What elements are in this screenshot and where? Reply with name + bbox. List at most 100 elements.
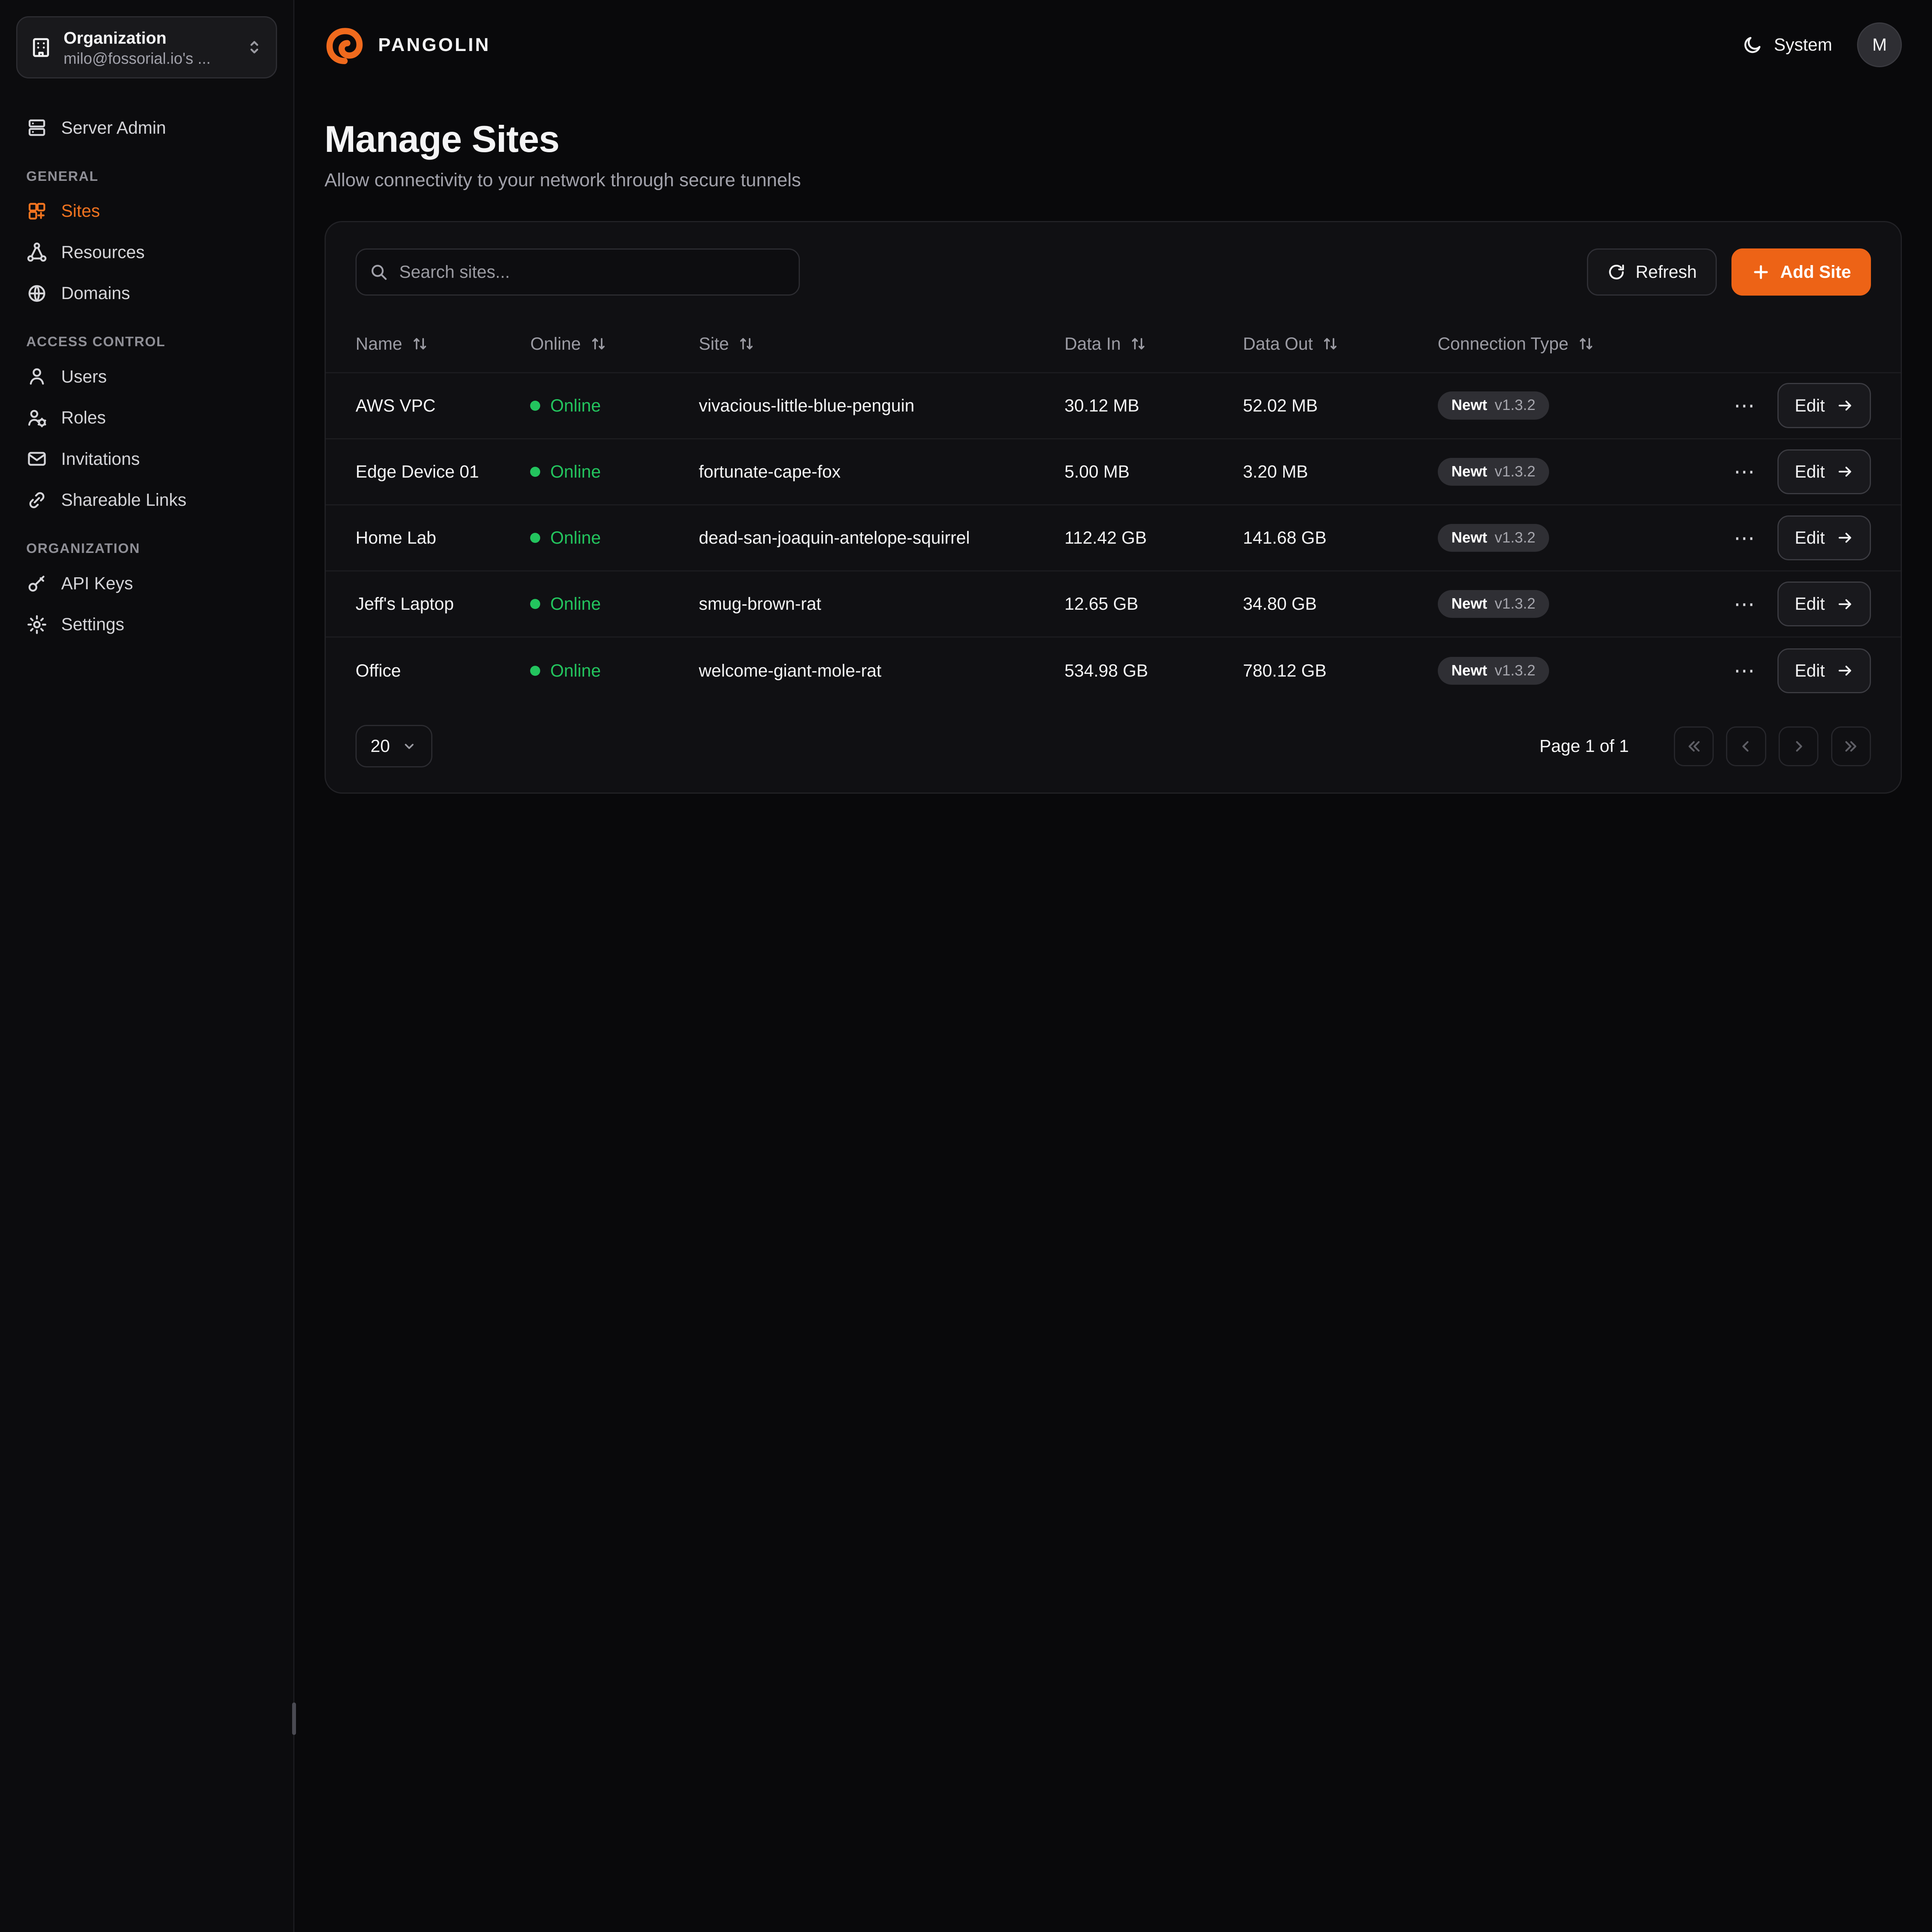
- sidebar: Organization milo@fossorial.io's ...: [0, 0, 294, 1932]
- chevron-left-icon: [1737, 738, 1755, 755]
- online-dot-icon: [530, 467, 540, 477]
- sidebar-item-label: Domains: [61, 283, 130, 304]
- online-label: Online: [550, 594, 601, 614]
- connection-type-badge: Newt v1.3.2: [1438, 458, 1549, 486]
- site-slug: dead-san-joaquin-antelope-squirrel: [699, 528, 1065, 548]
- sidebar-item-resources[interactable]: Resources: [16, 232, 277, 273]
- sidebar-item-server-admin[interactable]: Server Admin: [16, 107, 277, 149]
- row-menu-button[interactable]: ⋯: [1726, 655, 1764, 687]
- sidebar-item-api-keys[interactable]: API Keys: [16, 563, 277, 604]
- next-page-button[interactable]: [1779, 726, 1818, 766]
- column-header-data-in[interactable]: Data In: [1065, 334, 1243, 354]
- edit-button[interactable]: Edit: [1777, 449, 1871, 494]
- refresh-icon: [1607, 263, 1626, 281]
- sidebar-item-label: API Keys: [61, 573, 133, 594]
- site-status: Online: [530, 462, 699, 482]
- prev-page-button[interactable]: [1726, 726, 1766, 766]
- user-avatar-button[interactable]: M: [1857, 22, 1902, 67]
- sidebar-item-roles[interactable]: Roles: [16, 397, 277, 439]
- table-row: Edge Device 01 Online fortunate-cape-fox…: [326, 439, 1901, 505]
- edit-label: Edit: [1795, 396, 1825, 416]
- edit-label: Edit: [1795, 661, 1825, 681]
- sort-icon: [1129, 335, 1147, 352]
- row-menu-button[interactable]: ⋯: [1726, 390, 1764, 421]
- column-header-site[interactable]: Site: [699, 334, 1065, 354]
- resources-icon: [26, 242, 48, 263]
- sidebar-item-label: Users: [61, 366, 107, 387]
- first-page-button[interactable]: [1674, 726, 1714, 766]
- connection-type-label: Newt: [1451, 396, 1487, 415]
- section-heading-access-control: ACCESS CONTROL: [26, 334, 267, 350]
- user-icon: [26, 366, 48, 387]
- refresh-label: Refresh: [1636, 262, 1697, 282]
- arrow-right-icon: [1836, 463, 1854, 480]
- sidebar-item-label: Server Admin: [61, 117, 166, 138]
- building-icon: [30, 36, 52, 59]
- edit-label: Edit: [1795, 594, 1825, 614]
- connection-type-label: Newt: [1451, 662, 1487, 680]
- moon-icon: [1743, 35, 1763, 55]
- edit-button[interactable]: Edit: [1777, 515, 1871, 560]
- site-name: Home Lab: [355, 528, 530, 548]
- chevrons-right-icon: [1842, 738, 1860, 755]
- site-name: AWS VPC: [355, 396, 530, 416]
- sidebar-item-label: Invitations: [61, 449, 140, 469]
- column-header-online[interactable]: Online: [530, 334, 699, 354]
- row-menu-button[interactable]: ⋯: [1726, 588, 1764, 620]
- add-site-button[interactable]: Add Site: [1731, 248, 1871, 296]
- connection-version-label: v1.3.2: [1495, 396, 1536, 415]
- edit-label: Edit: [1795, 462, 1825, 482]
- connection-type-badge: Newt v1.3.2: [1438, 657, 1549, 685]
- search-input[interactable]: [355, 248, 800, 296]
- site-name: Office: [355, 661, 530, 681]
- data-in-value: 30.12 MB: [1065, 396, 1243, 416]
- sites-toolbar: Refresh Add Site: [326, 222, 1901, 316]
- data-out-value: 52.02 MB: [1243, 396, 1438, 416]
- brand-logo-link[interactable]: PANGOLIN: [325, 24, 491, 66]
- link-icon: [26, 490, 48, 511]
- arrow-right-icon: [1836, 397, 1854, 414]
- avatar-initial: M: [1872, 35, 1887, 55]
- chevrons-up-down-icon: [245, 38, 264, 56]
- table-row: AWS VPC Online vivacious-little-blue-pen…: [326, 373, 1901, 439]
- table-row: Office Online welcome-giant-mole-rat 534…: [326, 638, 1901, 704]
- edit-button[interactable]: Edit: [1777, 582, 1871, 626]
- online-dot-icon: [530, 401, 540, 411]
- sidebar-item-settings[interactable]: Settings: [16, 604, 277, 645]
- mail-icon: [26, 448, 48, 469]
- row-menu-button[interactable]: ⋯: [1726, 522, 1764, 554]
- sort-icon: [1321, 335, 1339, 352]
- org-selector[interactable]: Organization milo@fossorial.io's ...: [16, 16, 277, 78]
- chevron-down-icon: [401, 738, 417, 754]
- sort-icon: [738, 335, 755, 352]
- sidebar-item-label: Resources: [61, 242, 145, 263]
- column-header-name[interactable]: Name: [355, 334, 530, 354]
- arrow-right-icon: [1836, 595, 1854, 613]
- edit-button[interactable]: Edit: [1777, 383, 1871, 428]
- sidebar-item-sites[interactable]: Sites: [16, 190, 277, 232]
- refresh-button[interactable]: Refresh: [1587, 248, 1716, 296]
- roles-icon: [26, 407, 48, 429]
- section-heading-general: GENERAL: [26, 168, 267, 184]
- column-header-connection-type[interactable]: Connection Type: [1438, 334, 1709, 354]
- connection-version-label: v1.3.2: [1495, 662, 1536, 680]
- sidebar-resize-handle[interactable]: [292, 1702, 296, 1735]
- table-row: Jeff's Laptop Online smug-brown-rat 12.6…: [326, 571, 1901, 638]
- sidebar-item-domains[interactable]: Domains: [16, 273, 277, 314]
- page-size-select[interactable]: 20: [355, 725, 432, 767]
- last-page-button[interactable]: [1831, 726, 1871, 766]
- site-slug: fortunate-cape-fox: [699, 462, 1065, 482]
- connection-type-label: Newt: [1451, 463, 1487, 481]
- site-status: Online: [530, 396, 699, 416]
- theme-selector[interactable]: System: [1743, 35, 1832, 55]
- row-menu-button[interactable]: ⋯: [1726, 456, 1764, 487]
- edit-button[interactable]: Edit: [1777, 648, 1871, 693]
- sidebar-item-users[interactable]: Users: [16, 356, 277, 397]
- brand-name: PANGOLIN: [378, 34, 491, 56]
- column-header-data-out[interactable]: Data Out: [1243, 334, 1438, 354]
- sidebar-item-shareable-links[interactable]: Shareable Links: [16, 480, 277, 521]
- sidebar-item-invitations[interactable]: Invitations: [16, 439, 277, 480]
- data-in-value: 112.42 GB: [1065, 528, 1243, 548]
- online-label: Online: [550, 528, 601, 548]
- connection-type-badge: Newt v1.3.2: [1438, 524, 1549, 552]
